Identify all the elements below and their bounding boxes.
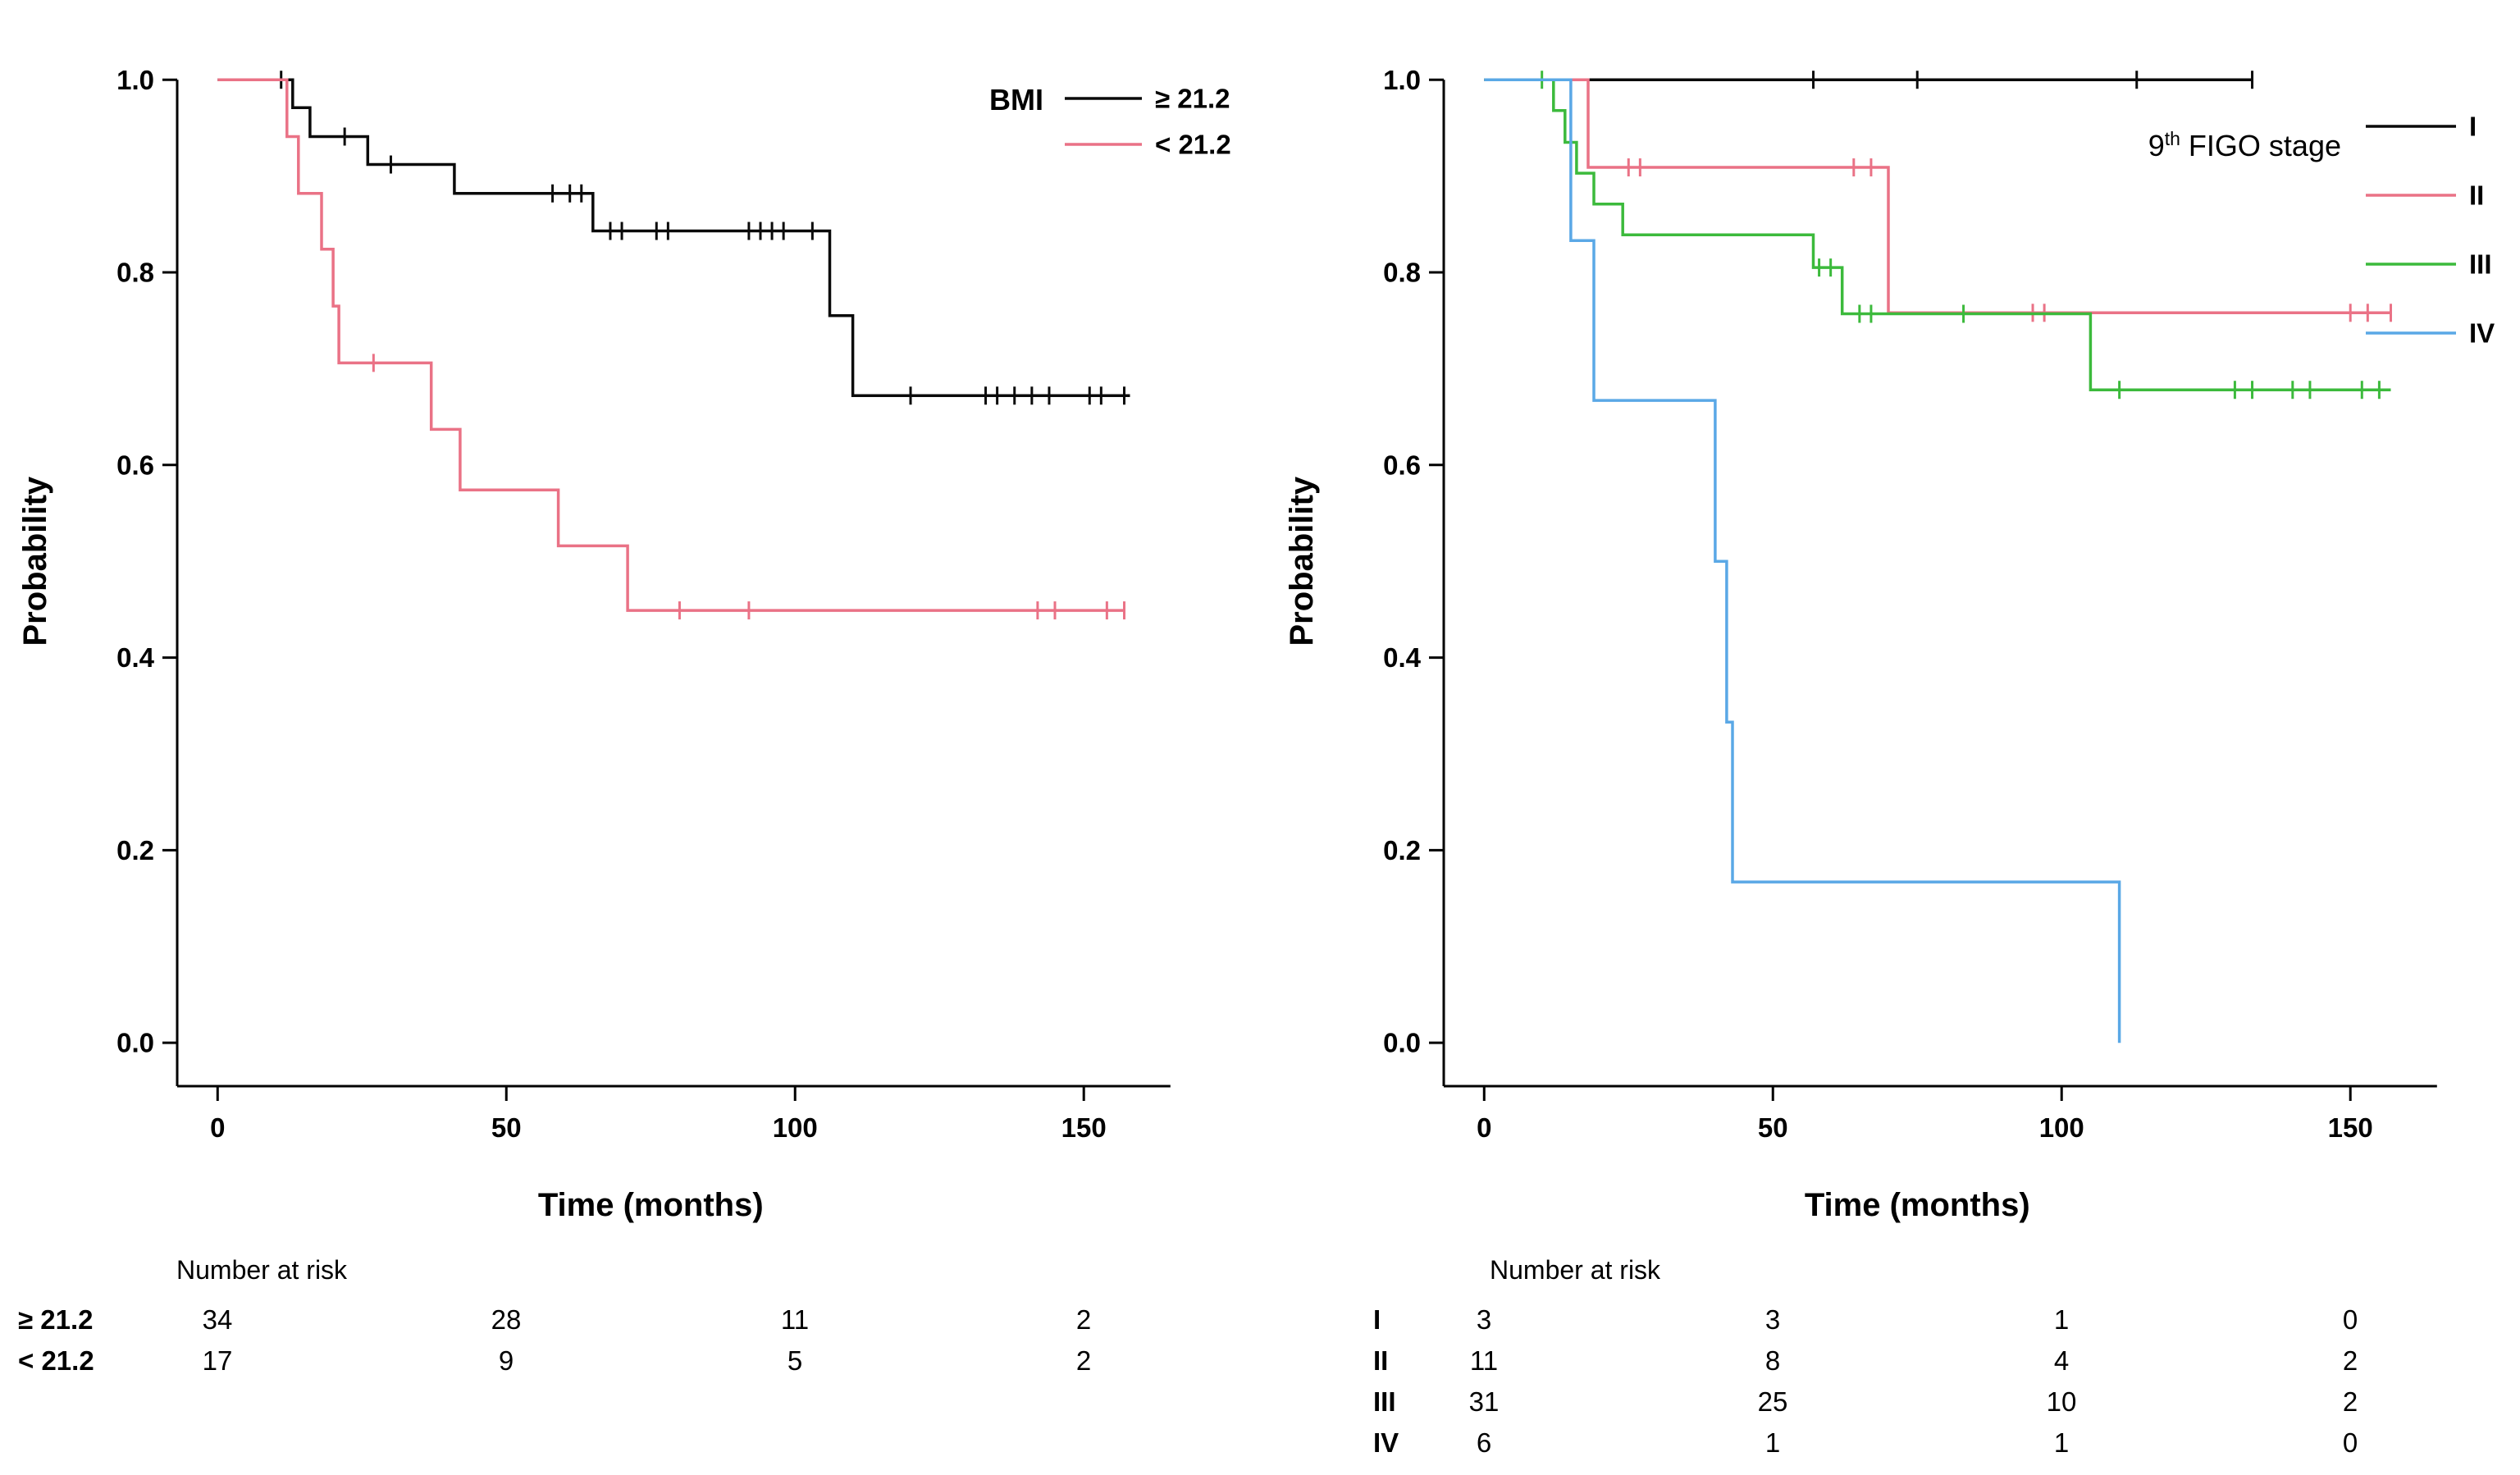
legend-label: III: [2469, 249, 2492, 280]
y-tick-label: 0.4: [116, 642, 155, 673]
risk-count: 0: [2342, 1427, 2358, 1458]
risk-table-figo: Number at risk I 3 3 1 0 II 11 8 4 2 III…: [1275, 1234, 2505, 1472]
km-curve-< 21.2: [217, 78, 1125, 612]
y-tick-label: 0.6: [1383, 450, 1421, 480]
censor-ticks-< 21.2: [372, 354, 1125, 620]
risk-count: 10: [2046, 1386, 2077, 1417]
km-plot-figo: 1.0 0.8 0.6 0.4 0.2 0.0 0 50 100 150 Time (months)…: [1284, 65, 2495, 1223]
km-curve-IV: [1484, 78, 2121, 1043]
risk-count: 31: [1468, 1386, 1500, 1417]
y-axis-title: Probability: [1284, 476, 1320, 646]
risk-count: 11: [780, 1304, 810, 1335]
risk-count: 5: [787, 1345, 803, 1376]
y-axis-title: Probability: [17, 476, 53, 646]
x-axis-title: Time (months): [538, 1187, 764, 1223]
risk-row: < 21.2 17 9 5 2: [8, 1345, 1239, 1383]
risk-table-title: Number at risk: [1490, 1255, 1661, 1285]
risk-count: 4: [2053, 1345, 2070, 1376]
axes: [1429, 78, 2437, 1101]
tick-labels: 1.0 0.8 0.6 0.4 0.2 0.0 0 50 100 150: [1383, 65, 2373, 1143]
legend-title: 9th FIGO stage: [2148, 128, 2341, 162]
legend-label: ≥ 21.2: [1155, 84, 1230, 114]
axes: [162, 78, 1171, 1101]
risk-count: 11: [1469, 1345, 1499, 1376]
y-tick-label: 0.2: [116, 835, 154, 865]
censor-ticks-II: [1627, 158, 2392, 322]
x-tick-label: 50: [1758, 1112, 1788, 1143]
y-tick-label: 1.0: [116, 65, 154, 95]
risk-row-label: ≥ 21.2: [18, 1304, 94, 1335]
y-tick-label: 0.4: [1383, 642, 1422, 673]
legend-label: II: [2469, 180, 2484, 211]
risk-count: 2: [2342, 1386, 2358, 1417]
y-tick-label: 0.6: [116, 450, 154, 480]
risk-count: 9: [498, 1345, 514, 1376]
censor-ticks-I: [1812, 71, 2254, 89]
risk-count: 8: [1764, 1345, 1781, 1376]
risk-count: 0: [2342, 1304, 2358, 1335]
risk-row-label: II: [1373, 1345, 1389, 1376]
risk-row: II 11 8 4 2: [1275, 1345, 2505, 1383]
x-tick-label: 150: [2328, 1112, 2373, 1143]
x-tick-label: 100: [773, 1112, 818, 1143]
risk-table-bmi: Number at risk ≥ 21.2 34 28 11 2 < 21.2 …: [8, 1234, 1239, 1472]
censor-ticks-III: [1541, 71, 2381, 400]
y-tick-label: 0.8: [1383, 258, 1421, 288]
y-tick-label: 0.8: [116, 258, 154, 288]
risk-row-label: < 21.2: [18, 1345, 94, 1376]
risk-count: 1: [2053, 1304, 2070, 1335]
risk-row: ≥ 21.2 34 28 11 2: [8, 1304, 1239, 1342]
risk-row-label: IV: [1373, 1427, 1399, 1458]
km-curve-II: [1484, 78, 2391, 315]
x-tick-label: 50: [491, 1112, 522, 1143]
risk-table-title: Number at risk: [176, 1255, 348, 1285]
y-tick-label: 0.0: [1383, 1028, 1421, 1058]
y-tick-label: 0.2: [1383, 835, 1421, 865]
censor-ticks-≥ 21.2: [280, 71, 1125, 405]
risk-count: 28: [491, 1304, 522, 1335]
x-tick-label: 0: [210, 1112, 225, 1143]
km-curve-≥ 21.2: [217, 78, 1130, 398]
x-axis-title: Time (months): [1805, 1187, 2030, 1223]
legend-title: BMI: [989, 83, 1043, 116]
risk-row: IV 6 1 1 0: [1275, 1427, 2505, 1465]
risk-count: 3: [1764, 1304, 1781, 1335]
risk-row-label: III: [1373, 1386, 1396, 1417]
km-panel-bmi: 1.0 0.8 0.6 0.4 0.2 0.0 0 50 100 150 Time (months)…: [8, 3, 1239, 1472]
risk-count: 6: [1476, 1427, 1492, 1458]
x-tick-label: 100: [2039, 1112, 2084, 1143]
risk-count: 3: [1476, 1304, 1492, 1335]
risk-count: 17: [202, 1345, 233, 1376]
km-plot-bmi: 1.0 0.8 0.6 0.4 0.2 0.0 0 50 100 150 Time (months)…: [17, 65, 1231, 1223]
legend-label: < 21.2: [1155, 130, 1231, 160]
tick-labels: 1.0 0.8 0.6 0.4 0.2 0.0 0 50 100 150: [116, 65, 1107, 1143]
km-curve-III: [1484, 78, 2391, 391]
risk-count: 34: [202, 1304, 233, 1335]
risk-count: 2: [1075, 1345, 1092, 1376]
risk-row: I 3 3 1 0: [1275, 1304, 2505, 1342]
risk-count: 1: [2053, 1427, 2070, 1458]
risk-count: 1: [1764, 1427, 1781, 1458]
y-tick-label: 1.0: [1383, 65, 1421, 95]
legend-label: I: [2469, 112, 2477, 142]
x-tick-label: 0: [1477, 1112, 1491, 1143]
x-tick-label: 150: [1061, 1112, 1107, 1143]
legend: BMI ≥ 21.2 < 21.2: [989, 83, 1231, 160]
risk-count: 2: [2342, 1345, 2358, 1376]
km-panel-figo: 1.0 0.8 0.6 0.4 0.2 0.0 0 50 100 150 Time (months)…: [1275, 3, 2505, 1472]
legend-label: IV: [2469, 318, 2495, 349]
y-tick-label: 0.0: [116, 1028, 154, 1058]
risk-row-label: I: [1373, 1304, 1381, 1335]
risk-count: 25: [1757, 1386, 1788, 1417]
risk-row: III 31 25 10 2: [1275, 1386, 2505, 1424]
risk-count: 2: [1075, 1304, 1092, 1335]
